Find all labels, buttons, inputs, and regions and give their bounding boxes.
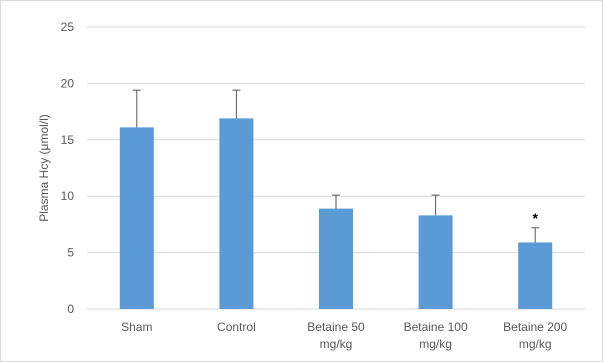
x-tick-label: Betaine 50 (307, 320, 365, 334)
x-tick-label: Control (217, 320, 256, 334)
x-tick-label: Sham (121, 320, 152, 334)
y-tick-label: 5 (67, 246, 74, 260)
bar (319, 208, 353, 309)
y-tick-label: 10 (61, 189, 75, 203)
y-tick-label: 20 (61, 76, 75, 90)
x-tick-label: mg/kg (419, 337, 452, 351)
bar (518, 242, 553, 309)
significance-marker: * (532, 210, 538, 226)
y-tick-label: 0 (67, 302, 74, 316)
bar (219, 118, 254, 309)
bar (418, 215, 453, 309)
bar (119, 127, 154, 309)
y-tick-label: 25 (61, 20, 75, 34)
x-tick-label: Betaine 200 (503, 320, 567, 334)
y-tick-label: 15 (61, 133, 75, 147)
x-tick-label: mg/kg (320, 337, 353, 351)
x-tick-label: mg/kg (519, 337, 552, 351)
y-axis-title: Plasma Hcy (μmol/l) (37, 114, 51, 222)
x-tick-label: Betaine 100 (404, 320, 468, 334)
